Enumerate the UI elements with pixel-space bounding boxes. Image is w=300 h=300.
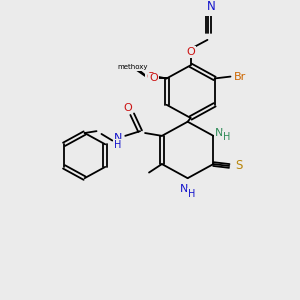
Text: O: O [149,74,158,83]
Text: N: N [215,128,224,138]
Text: Br: Br [234,72,247,82]
Text: N: N [207,0,216,13]
Text: O: O [124,103,133,112]
Text: O: O [186,47,195,57]
Text: N: N [114,133,122,143]
Text: H: H [114,140,121,150]
Text: H: H [188,189,195,199]
Text: methoxy: methoxy [118,64,148,70]
Text: H: H [223,132,230,142]
Text: O: O [146,72,155,82]
Text: N: N [179,184,188,194]
Text: S: S [236,160,243,172]
